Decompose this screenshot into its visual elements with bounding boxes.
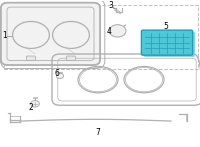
Text: 1: 1 xyxy=(3,31,7,40)
Text: 4: 4 xyxy=(107,27,111,36)
Text: 6: 6 xyxy=(55,69,59,77)
Circle shape xyxy=(56,73,64,79)
Circle shape xyxy=(109,25,126,37)
Bar xyxy=(58,72,62,73)
Circle shape xyxy=(31,101,39,107)
Text: 7: 7 xyxy=(96,128,100,137)
Bar xyxy=(33,97,37,98)
Text: 2: 2 xyxy=(29,103,33,112)
FancyBboxPatch shape xyxy=(1,3,100,65)
Circle shape xyxy=(53,21,89,48)
Bar xyxy=(4,5,198,69)
Text: 3: 3 xyxy=(109,1,113,10)
FancyBboxPatch shape xyxy=(27,56,35,60)
FancyBboxPatch shape xyxy=(141,30,193,55)
Circle shape xyxy=(13,21,49,48)
FancyBboxPatch shape xyxy=(67,56,75,60)
Text: 5: 5 xyxy=(164,22,168,31)
FancyBboxPatch shape xyxy=(144,32,195,57)
